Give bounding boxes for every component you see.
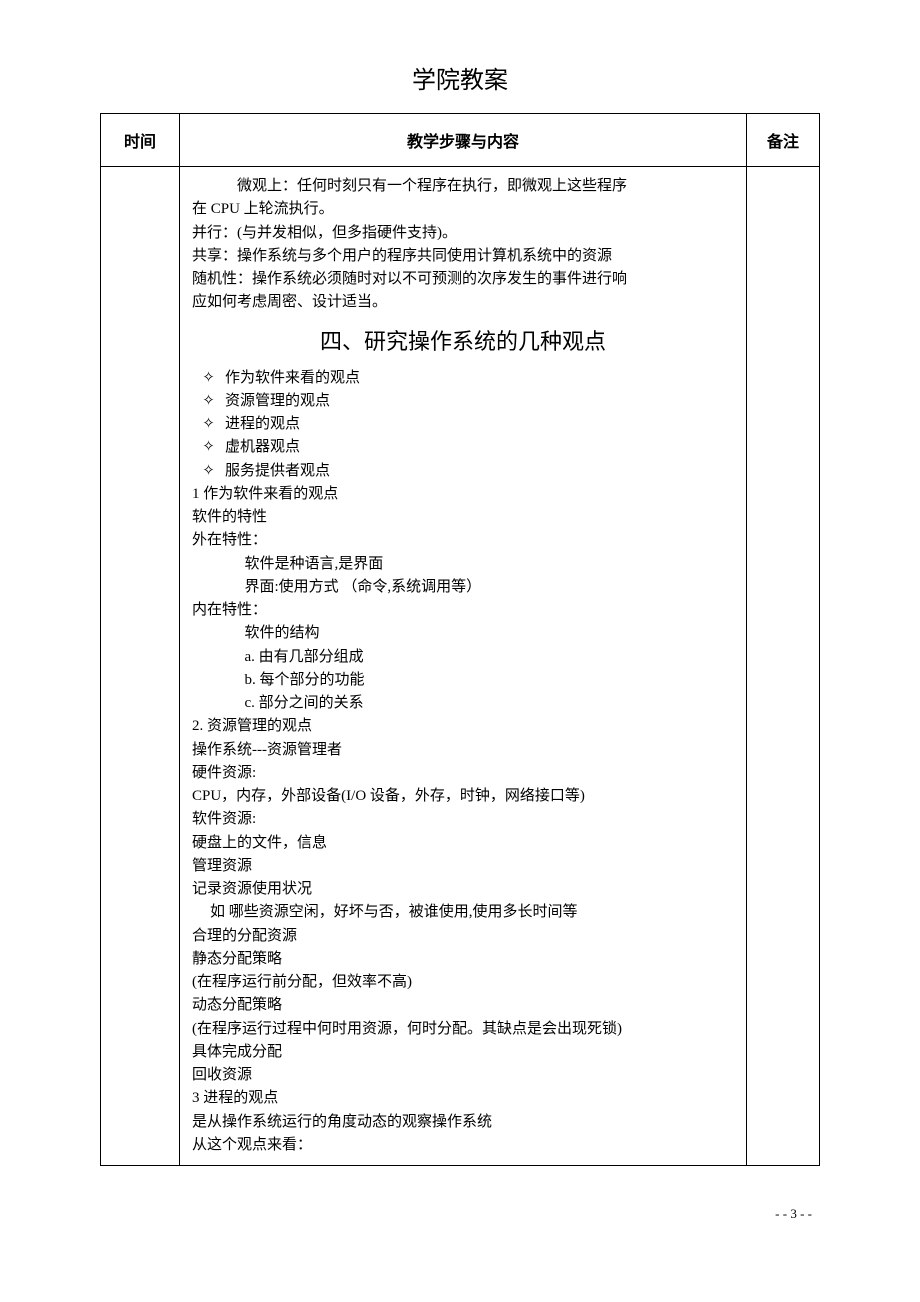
body-line: 软件是种语言,是界面 (192, 553, 734, 576)
bullet-text: 进程的观点 (225, 413, 300, 436)
page-number: - - 3 - - (100, 1206, 820, 1222)
body-line: 管理资源 (192, 855, 734, 878)
body-line: 硬件资源: (192, 762, 734, 785)
body-line: 合理的分配资源 (192, 925, 734, 948)
body-line: 动态分配策略 (192, 994, 734, 1017)
body-line: 软件的结构 (192, 622, 734, 645)
body-line: b. 每个部分的功能 (192, 669, 734, 692)
intro-line: 并行：(与并发相似，但多指硬件支持)。 (192, 222, 734, 245)
table-header-row: 时间 教学步骤与内容 备注 (101, 114, 820, 167)
header-note: 备注 (747, 114, 820, 167)
table-body-row: 微观上：任何时刻只有一个程序在执行，即微观上这些程序在 CPU 上轮流执行。并行… (101, 167, 820, 1166)
cell-time (101, 167, 180, 1166)
bullet-list: ✧作为软件来看的观点✧资源管理的观点✧进程的观点✧虚机器观点✧服务提供者观点 (192, 367, 734, 483)
intro-line: 共享：操作系统与多个用户的程序共同使用计算机系统中的资源 (192, 245, 734, 268)
bullet-text: 资源管理的观点 (225, 390, 330, 413)
body-line: c. 部分之间的关系 (192, 692, 734, 715)
cell-content: 微观上：任何时刻只有一个程序在执行，即微观上这些程序在 CPU 上轮流执行。并行… (180, 167, 747, 1166)
intro-line: 微观上：任何时刻只有一个程序在执行，即微观上这些程序 (192, 175, 734, 198)
header-content: 教学步骤与内容 (180, 114, 747, 167)
body-line: 操作系统---资源管理者 (192, 739, 734, 762)
body-line: CPU，内存，外部设备(I/O 设备，外存，时钟，网络接口等) (192, 785, 734, 808)
intro-line: 随机性：操作系统必须随时对以不可预测的次序发生的事件进行响 (192, 268, 734, 291)
body-line: 硬盘上的文件，信息 (192, 832, 734, 855)
cell-note (747, 167, 820, 1166)
body-line: 软件的特性 (192, 506, 734, 529)
body-line: 软件资源: (192, 808, 734, 831)
bullet-item: ✧服务提供者观点 (192, 460, 734, 483)
document-title: 学院教案 (100, 60, 820, 95)
bullet-text: 作为软件来看的观点 (225, 367, 360, 390)
body-line: a. 由有几部分组成 (192, 646, 734, 669)
body-line: 是从操作系统运行的角度动态的观察操作系统 (192, 1111, 734, 1134)
body-line: 内在特性： (192, 599, 734, 622)
diamond-bullet-icon: ✧ (192, 390, 225, 413)
body-line: 外在特性： (192, 529, 734, 552)
body-text: 1 作为软件来看的观点软件的特性外在特性：软件是种语言,是界面界面:使用方式 （… (192, 483, 734, 1157)
bullet-text: 服务提供者观点 (225, 460, 330, 483)
body-line: 回收资源 (192, 1064, 734, 1087)
diamond-bullet-icon: ✧ (192, 436, 225, 459)
intro-line: 应如何考虑周密、设计适当。 (192, 291, 734, 314)
bullet-item: ✧进程的观点 (192, 413, 734, 436)
bullet-item: ✧资源管理的观点 (192, 390, 734, 413)
page-container: 学院教案 时间 教学步骤与内容 备注 微观上：任何时刻只有一个程序在执行，即微观… (0, 0, 920, 1262)
body-line: 1 作为软件来看的观点 (192, 483, 734, 506)
diamond-bullet-icon: ✧ (192, 367, 225, 390)
body-line: 记录资源使用状况 (192, 878, 734, 901)
body-line: 如 哪些资源空闲，好坏与否，被谁使用,使用多长时间等 (192, 901, 734, 924)
body-line: (在程序运行前分配，但效率不高) (192, 971, 734, 994)
body-line: 静态分配策略 (192, 948, 734, 971)
body-line: 具体完成分配 (192, 1041, 734, 1064)
body-line: (在程序运行过程中何时用资源，何时分配。其缺点是会出现死锁) (192, 1018, 734, 1041)
section-heading: 四、研究操作系统的几种观点 (192, 325, 734, 359)
intro-paragraph: 微观上：任何时刻只有一个程序在执行，即微观上这些程序在 CPU 上轮流执行。并行… (192, 175, 734, 315)
body-line: 界面:使用方式 （命令,系统调用等） (192, 576, 734, 599)
body-line: 从这个观点来看： (192, 1134, 734, 1157)
diamond-bullet-icon: ✧ (192, 413, 225, 436)
body-line: 3 进程的观点 (192, 1087, 734, 1110)
intro-line: 在 CPU 上轮流执行。 (192, 198, 734, 221)
diamond-bullet-icon: ✧ (192, 460, 225, 483)
header-time: 时间 (101, 114, 180, 167)
lesson-table: 时间 教学步骤与内容 备注 微观上：任何时刻只有一个程序在执行，即微观上这些程序… (100, 113, 820, 1166)
bullet-item: ✧作为软件来看的观点 (192, 367, 734, 390)
bullet-item: ✧虚机器观点 (192, 436, 734, 459)
body-line: 2. 资源管理的观点 (192, 715, 734, 738)
bullet-text: 虚机器观点 (225, 436, 300, 459)
